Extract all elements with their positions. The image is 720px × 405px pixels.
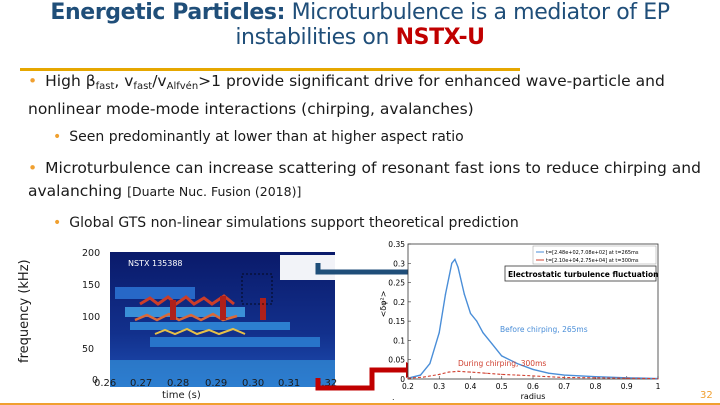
x-tick-label: 0.7 — [558, 382, 570, 391]
data-point — [548, 376, 550, 378]
chart-svg: 0 0.05 0.1 0.15 0.2 0.25 0.3 0.35 0.2 0.3 0.4 0.5 0.… — [379, 240, 661, 401]
y-tick-label: 0 — [400, 375, 405, 384]
data-point — [563, 374, 565, 376]
annotation-during: During chirping, 300ms — [458, 359, 546, 368]
page-number: 32 — [700, 390, 713, 401]
data-point — [423, 376, 425, 378]
bullet-2: • Microturbulence can increase scattering… — [28, 159, 701, 200]
spectrogram-ytick: 0 — [92, 375, 99, 386]
citation: [Duarte Nuc. Fusion (2018)] — [127, 184, 302, 199]
sub-bullet-2: • Global GTS non-linear simulations suppo… — [53, 215, 519, 231]
spectrogram-xtick: 0.27 — [130, 378, 153, 389]
data-point — [438, 332, 440, 334]
bullet-dot: • — [53, 215, 62, 231]
legend-entry: t=[2.48e+02,7.08e+02] at t=265ms — [546, 250, 639, 256]
spectrogram-xtick: 0.28 — [167, 378, 190, 389]
data-point — [457, 370, 459, 372]
title-highlight: NSTX-U — [395, 25, 485, 50]
spectrogram-xlabel: time (s) — [162, 390, 201, 401]
data-point — [626, 377, 628, 379]
data-point — [491, 343, 493, 345]
spectrogram-xtick: 0.31 — [278, 378, 301, 389]
data-point — [454, 258, 456, 261]
legend-entry: t=[2.10e+04,2.75e+04] at t=300ms — [546, 258, 639, 264]
arrow-before-chirping — [315, 263, 430, 275]
data-point — [501, 355, 503, 357]
bottom-rule — [0, 403, 720, 405]
data-point — [563, 376, 565, 379]
arrow-during-chirping — [315, 367, 406, 391]
data-point — [548, 372, 550, 374]
annotation-before: Before chirping, 265ms — [500, 325, 588, 334]
data-point — [532, 375, 534, 377]
data-point — [594, 377, 597, 379]
y-tick-label: 0.25 — [388, 279, 405, 288]
legend-box — [532, 245, 657, 265]
spectrogram-xtick: 0.30 — [242, 378, 265, 389]
spectrogram-ytick: 200 — [82, 248, 101, 259]
x-tick-label: 1 — [656, 382, 661, 391]
bullet-dot: • — [53, 129, 62, 145]
turbulence-chart: 0 0.05 0.1 0.15 0.2 0.25 0.3 0.35 0.2 0.3 0.4 0.5 0.… — [378, 238, 666, 405]
spectrogram-xtick: 0.32 — [315, 378, 338, 389]
data-point — [438, 373, 440, 375]
data-point — [594, 376, 597, 378]
y-tick-label: 0.2 — [393, 298, 405, 307]
spectrogram-xtick: 0.29 — [205, 378, 228, 389]
bullet-1: • High βfast, vfast/vAlfvén>1 provide sig… — [28, 72, 665, 118]
sub-bullet-1: • Seen predominantly at lower than at hig… — [53, 129, 464, 145]
bullet-dot: • — [28, 159, 38, 177]
data-point — [444, 293, 447, 295]
data-point — [476, 320, 478, 322]
x-tick-label: 0.6 — [527, 382, 539, 391]
title-text: Microturbulence is a mediator of EP inst… — [235, 0, 670, 50]
data-point — [448, 371, 450, 373]
spectrogram-figure: frequency (kHz) 200 150 100 50 0 — [12, 245, 342, 405]
y-tick-label: 0.15 — [388, 317, 405, 326]
y-tick-label: 0.3 — [393, 259, 405, 268]
annotation-box — [504, 265, 657, 282]
spectrogram-ytick: 150 — [82, 280, 101, 291]
data-point — [532, 368, 534, 370]
bullet-dot: • — [28, 72, 38, 90]
y-axis-label: <δφ²> — [379, 291, 388, 318]
slide-title: Energetic Particles: Microturbulence is … — [0, 0, 720, 50]
spectrogram-plot: NSTX 135388 — [110, 252, 335, 387]
x-tick-label: 0.8 — [590, 382, 602, 391]
spectrogram-xtick: 0.26 — [94, 378, 117, 389]
spectrogram-image: NSTX 135388 — [110, 252, 335, 387]
data-point — [429, 362, 431, 365]
y-tick-label: 0.05 — [388, 356, 405, 365]
x-axis-label: radius — [521, 392, 546, 401]
series-line-2 — [407, 370, 659, 380]
x-tick-label: 0.5 — [496, 382, 508, 391]
spectrogram-ytick: 100 — [82, 312, 101, 323]
data-point — [463, 293, 465, 295]
data-point — [482, 332, 484, 334]
data-point — [516, 374, 518, 376]
footer-dot: . — [392, 393, 395, 402]
data-point — [451, 262, 453, 264]
data-point — [419, 374, 422, 376]
y-tick-label: 0.1 — [393, 336, 405, 345]
y-tick-label: 0.35 — [388, 240, 405, 249]
title-underline — [20, 68, 520, 71]
data-point — [516, 362, 518, 365]
x-tick-label: 0.9 — [621, 382, 633, 391]
data-point — [657, 378, 659, 380]
x-tick-label: 0.2 — [402, 382, 414, 391]
spectrogram-ytick: 50 — [82, 344, 95, 355]
data-point — [469, 371, 472, 373]
x-tick-label: 0.3 — [433, 382, 445, 391]
annotation-turbulence: Electrostatic turbulence fluctuation — [508, 270, 658, 279]
data-point — [407, 377, 409, 379]
data-point — [457, 266, 459, 268]
spectrogram-shot-label: NSTX 135388 — [128, 259, 183, 268]
data-point — [501, 373, 503, 375]
data-point — [485, 372, 487, 374]
title-bold: Energetic Particles: — [50, 0, 285, 25]
x-tick-label: 0.4 — [465, 382, 477, 391]
data-point — [469, 312, 472, 315]
